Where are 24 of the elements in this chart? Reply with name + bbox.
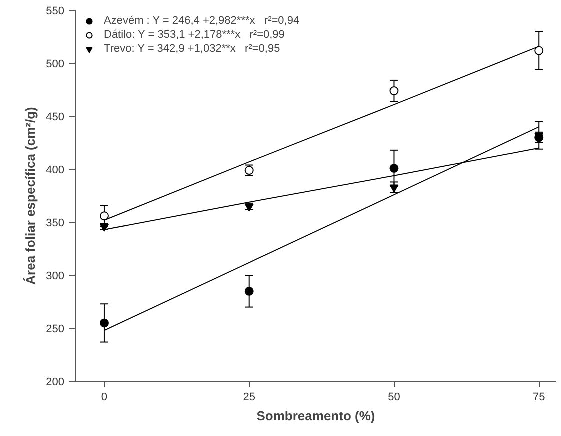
point — [100, 318, 109, 328]
point — [390, 184, 399, 193]
point — [390, 164, 399, 173]
y-tick-label: 350 — [46, 218, 65, 230]
point — [390, 86, 399, 96]
point — [534, 46, 544, 56]
x-axis-title: Sombreamento (%) — [256, 408, 376, 424]
x-tick-label: 75 — [532, 392, 546, 404]
x-tick-label: 0 — [101, 392, 108, 404]
y-tick-label: 450 — [46, 112, 65, 124]
y-tick-label: 300 — [46, 270, 65, 282]
point — [100, 212, 109, 221]
y-tick-label: 250 — [46, 324, 65, 336]
legend-label: Trevo: Y = 342,9 +1,032**x r²=0,95 — [104, 42, 280, 56]
legend-label: Dátilo: Y = 353,1 +2,178***x r²=0,99 — [104, 28, 285, 42]
point — [244, 286, 254, 296]
y-tick-label: 200 — [46, 376, 65, 388]
y-tick-label: 550 — [46, 6, 65, 18]
y-tick-label: 500 — [46, 58, 65, 70]
x-tick-label: 50 — [388, 392, 400, 404]
legend-label: Azevém : Y = 246,4 +2,982***x r²=0,94 — [104, 14, 300, 28]
y-axis-title: Área foliar específica (cm²/g) — [23, 107, 38, 285]
x-tick-label: 25 — [243, 392, 256, 404]
y-tick-label: 400 — [46, 164, 65, 176]
